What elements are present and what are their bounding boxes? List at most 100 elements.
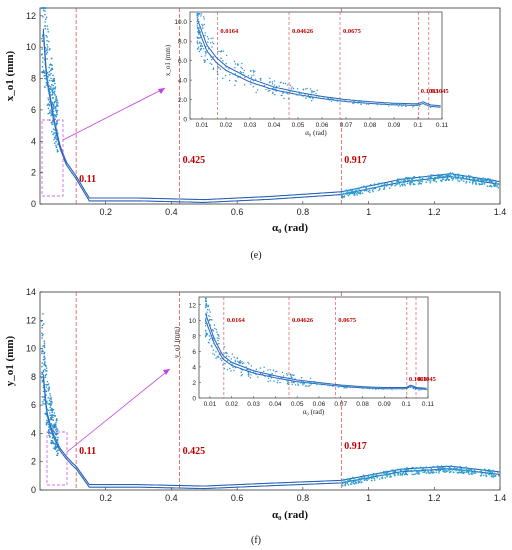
inset-scatter-point	[205, 53, 207, 55]
scatter-point	[388, 472, 391, 475]
inset-vertical-marker-label: 0.1045	[431, 88, 450, 95]
scatter-point	[411, 178, 414, 180]
inset-scatter-point	[330, 100, 332, 102]
inset-scatter-point	[309, 377, 312, 380]
inset-scatter-point	[220, 57, 222, 59]
inset-scatter-point	[240, 375, 242, 377]
inset-scatter-point	[290, 376, 293, 379]
scatter-point	[462, 467, 465, 469]
scatter-point	[413, 176, 415, 178]
inset-vertical-marker-label: 0.1045	[418, 376, 437, 383]
scatter-point	[424, 178, 427, 181]
inset-scatter-point	[209, 42, 212, 44]
inset-x-tick-label: 0.06	[313, 401, 326, 408]
scatter-point	[385, 185, 388, 187]
inset-scatter-point	[289, 373, 292, 375]
scatter-point	[349, 189, 351, 192]
scatter-point	[54, 443, 56, 445]
inset-scatter-point	[341, 384, 343, 387]
inset-scatter-point	[228, 79, 231, 82]
inset-scatter-point	[346, 387, 348, 389]
scatter-point	[443, 468, 445, 471]
scatter-point	[41, 365, 43, 368]
scatter-point	[446, 467, 449, 470]
scatter-point	[49, 395, 52, 397]
inset-scatter-point	[208, 52, 210, 54]
scatter-point	[483, 469, 486, 471]
inset-scatter-point	[225, 355, 228, 357]
inset-scatter-point	[206, 311, 208, 313]
scatter-point	[342, 196, 344, 198]
scatter-point	[356, 188, 358, 190]
inset-scatter-point	[336, 100, 338, 103]
scatter-point	[450, 176, 453, 179]
inset-scatter-point	[213, 342, 215, 345]
inset-scatter-point	[203, 16, 205, 18]
scatter-point	[497, 471, 499, 474]
scatter-point	[385, 474, 388, 476]
inset-scatter-point	[262, 85, 264, 87]
inset-scatter-point	[316, 381, 318, 384]
scatter-point	[45, 386, 48, 388]
inset-scatter-point	[219, 68, 222, 70]
inset-scatter-point	[357, 100, 359, 102]
inset-x-tick-label: 0.11	[422, 401, 435, 408]
inset-scatter-point	[263, 85, 266, 87]
inset-scatter-point	[366, 387, 368, 390]
inset-scatter-point	[308, 385, 310, 387]
scatter-point	[54, 426, 57, 428]
inset-scatter-point	[277, 377, 280, 379]
inset-scatter-point	[316, 89, 318, 91]
inset-scatter-point	[239, 360, 242, 362]
scatter-point	[54, 86, 57, 88]
scatter-point	[412, 183, 415, 185]
scatter-point	[57, 436, 59, 439]
inset-scatter-point	[338, 385, 340, 387]
scatter-point	[391, 184, 393, 186]
scatter-point	[465, 469, 468, 472]
scatter-point	[468, 468, 471, 470]
inset-scatter-point	[357, 101, 359, 103]
panel-e: 0 2 4 6 8 10 12 0.2 0.4 0.6 0.8 1 1.2 1.4 α₀ (rad) x_o1…	[4, 7, 506, 261]
scatter-point	[52, 436, 54, 439]
inset-scatter-point	[208, 309, 211, 311]
scatter-point	[41, 362, 44, 364]
inset-scatter-point	[248, 375, 250, 377]
scatter-point	[50, 111, 53, 113]
inset-scatter-point	[388, 105, 390, 107]
scatter-point	[373, 477, 376, 480]
scatter-point	[360, 481, 363, 483]
scatter-point	[369, 187, 372, 190]
inset-scatter-point	[420, 389, 422, 391]
scatter-point	[50, 89, 53, 91]
inset-x-tick-label: 0.04	[269, 401, 282, 408]
inset-scatter-point	[205, 320, 207, 323]
scatter-point	[48, 111, 51, 113]
scatter-point	[455, 176, 457, 179]
x-tick-label: 1.4	[494, 493, 507, 503]
scatter-point	[489, 180, 491, 182]
scatter-point	[437, 173, 440, 176]
scatter-point	[458, 471, 460, 474]
scatter-point	[47, 415, 49, 418]
scatter-point	[55, 430, 58, 433]
inset-scatter-point	[432, 104, 434, 106]
scatter-point	[364, 477, 367, 480]
inset-scatter-point	[377, 388, 380, 390]
scatter-point	[483, 181, 486, 184]
scatter-point	[48, 399, 51, 402]
scatter-point	[47, 31, 50, 33]
inset-scatter-point	[235, 80, 237, 82]
scatter-point	[46, 78, 49, 81]
scatter-point	[468, 177, 471, 179]
inset-scatter-point	[327, 384, 329, 386]
scatter-point	[49, 112, 51, 115]
scatter-point	[406, 182, 409, 185]
inset-scatter-point	[273, 87, 275, 89]
scatter-point	[496, 185, 499, 187]
scatter-point	[498, 474, 500, 477]
inset-y-tick-label: 0	[183, 117, 187, 124]
scatter-point	[53, 123, 55, 125]
scatter-point	[51, 130, 53, 133]
inset-scatter-point	[197, 47, 199, 50]
